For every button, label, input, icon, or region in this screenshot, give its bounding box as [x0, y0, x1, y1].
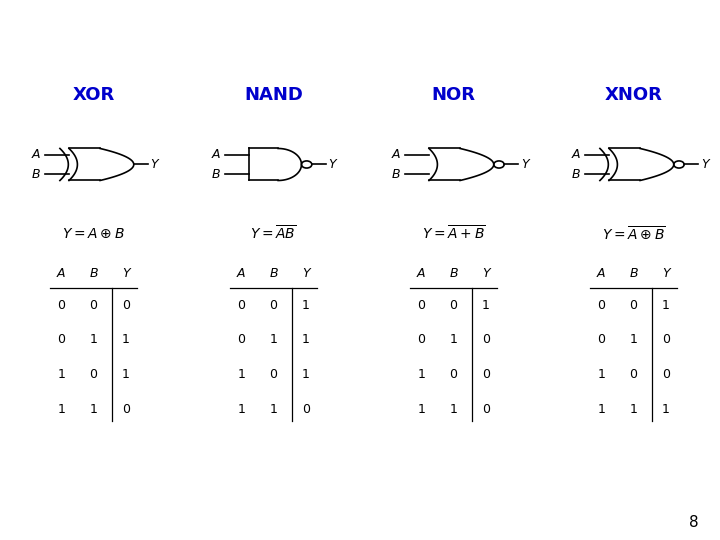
- Text: 1: 1: [450, 402, 457, 416]
- Text: $Y = \overline{A \oplus B}$: $Y = \overline{A \oplus B}$: [602, 225, 665, 242]
- Text: 0: 0: [597, 299, 606, 312]
- Text: B: B: [629, 267, 638, 280]
- Text: 1: 1: [90, 333, 97, 346]
- Text: A: A: [31, 148, 40, 161]
- Text: A: A: [211, 148, 220, 161]
- Text: A: A: [597, 267, 606, 280]
- Text: 1: 1: [90, 402, 97, 416]
- Text: 0: 0: [449, 299, 458, 312]
- Text: 0: 0: [629, 299, 638, 312]
- Text: 1: 1: [598, 368, 605, 381]
- Text: 1: 1: [302, 299, 310, 312]
- Text: 1: 1: [418, 402, 425, 416]
- Text: 0: 0: [89, 368, 98, 381]
- Text: 0: 0: [122, 299, 130, 312]
- Text: Y: Y: [521, 158, 528, 171]
- Text: Y: Y: [701, 158, 708, 171]
- Text: 1: 1: [482, 299, 490, 312]
- Text: 0: 0: [482, 402, 490, 416]
- Text: Y: Y: [302, 267, 310, 280]
- Text: 0: 0: [237, 333, 246, 346]
- Text: 1: 1: [238, 402, 245, 416]
- Text: 1: 1: [58, 402, 65, 416]
- Text: 0: 0: [237, 299, 246, 312]
- Text: B: B: [31, 168, 40, 181]
- Text: A: A: [57, 267, 66, 280]
- Text: 1: 1: [122, 368, 130, 381]
- Text: 0: 0: [269, 368, 278, 381]
- Text: B: B: [391, 168, 400, 181]
- Text: 0: 0: [417, 333, 426, 346]
- Text: 1: 1: [418, 368, 425, 381]
- Text: B: B: [571, 168, 580, 181]
- Text: B: B: [449, 267, 458, 280]
- Text: 0: 0: [482, 333, 490, 346]
- Text: 1: 1: [450, 333, 457, 346]
- Text: 0: 0: [482, 368, 490, 381]
- Text: 0: 0: [629, 368, 638, 381]
- Text: 1: 1: [662, 402, 670, 416]
- Text: A: A: [391, 148, 400, 161]
- Text: Y: Y: [328, 158, 336, 171]
- Text: 0: 0: [269, 299, 278, 312]
- Text: NAND: NAND: [244, 86, 303, 104]
- Text: $Y = \overline{A + B}$: $Y = \overline{A + B}$: [422, 225, 485, 243]
- Text: 0: 0: [597, 333, 606, 346]
- Text: More Two-Input Logic Gates: More Two-Input Logic Gates: [7, 11, 444, 39]
- Text: B: B: [211, 168, 220, 181]
- Text: XOR: XOR: [73, 86, 114, 104]
- Text: 8: 8: [689, 515, 698, 530]
- Text: 0: 0: [449, 368, 458, 381]
- Text: 1: 1: [630, 402, 637, 416]
- Text: 1: 1: [122, 333, 130, 346]
- Text: 0: 0: [662, 333, 670, 346]
- Text: 1: 1: [270, 333, 277, 346]
- Text: 0: 0: [57, 299, 66, 312]
- Text: B: B: [89, 267, 98, 280]
- Text: $Y = \overline{AB}$: $Y = \overline{AB}$: [251, 225, 297, 243]
- Text: Y: Y: [482, 267, 490, 280]
- Text: A: A: [417, 267, 426, 280]
- Text: 0: 0: [417, 299, 426, 312]
- Text: 0: 0: [662, 368, 670, 381]
- Text: 1: 1: [630, 333, 637, 346]
- Text: Y: Y: [662, 267, 670, 280]
- Text: B: B: [269, 267, 278, 280]
- Text: A: A: [237, 267, 246, 280]
- Text: 0: 0: [122, 402, 130, 416]
- Text: 1: 1: [58, 368, 65, 381]
- Text: 0: 0: [89, 299, 98, 312]
- Text: Y: Y: [150, 158, 158, 171]
- Text: 1: 1: [238, 368, 245, 381]
- Text: XNOR: XNOR: [605, 86, 662, 104]
- Text: 1: 1: [302, 368, 310, 381]
- Text: 1: 1: [302, 333, 310, 346]
- Text: Y: Y: [122, 267, 130, 280]
- Text: NOR: NOR: [431, 86, 476, 104]
- Text: 1: 1: [662, 299, 670, 312]
- Text: A: A: [571, 148, 580, 161]
- Text: 1: 1: [270, 402, 277, 416]
- Text: $Y = A \oplus B$: $Y = A \oplus B$: [62, 227, 125, 241]
- Text: 0: 0: [57, 333, 66, 346]
- Text: 1: 1: [598, 402, 605, 416]
- Text: 0: 0: [302, 402, 310, 416]
